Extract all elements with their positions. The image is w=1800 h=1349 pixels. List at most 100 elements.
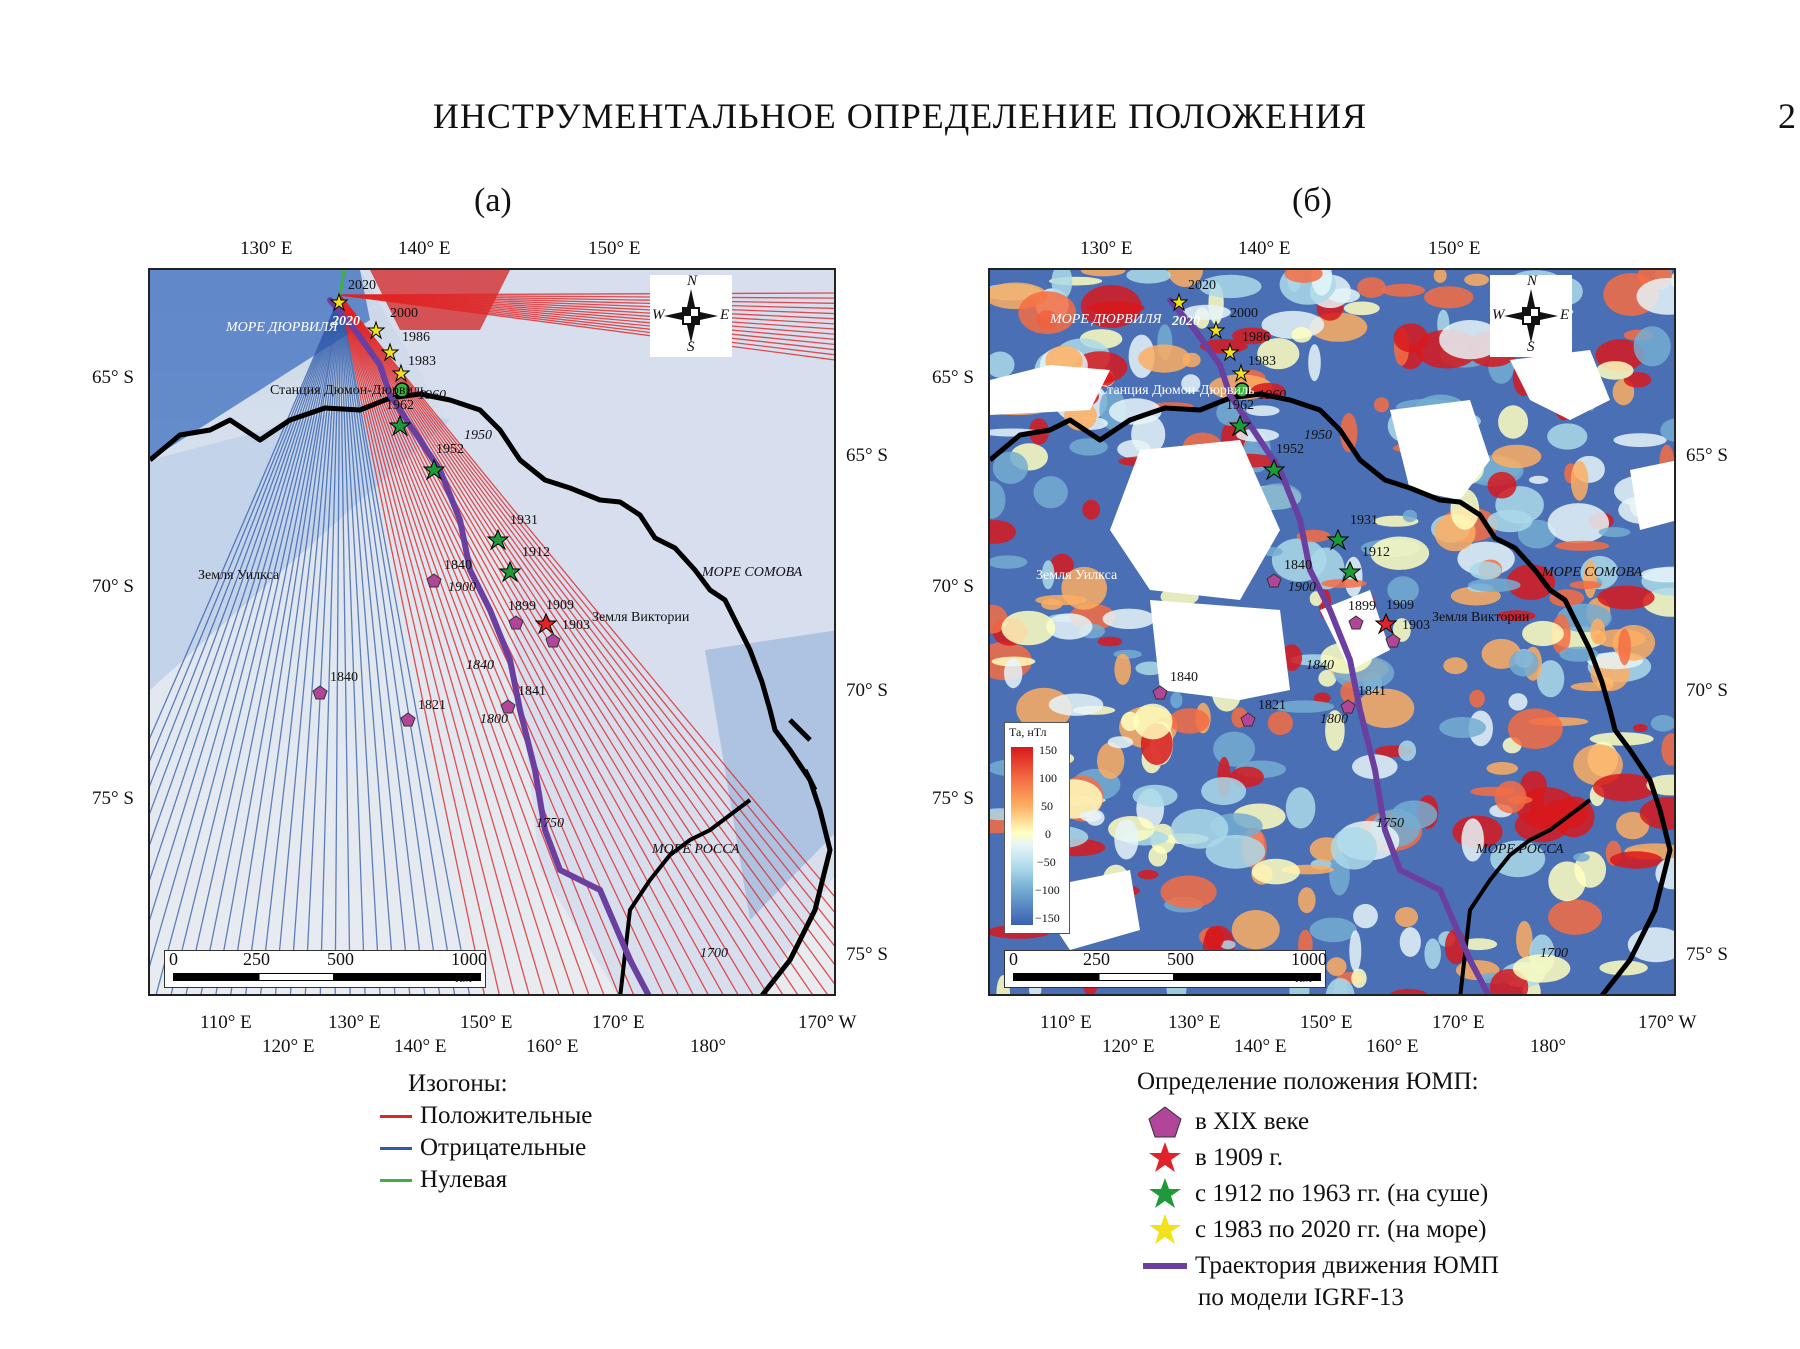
anomaly-patch bbox=[1650, 715, 1674, 732]
pole-trajectory bbox=[1167, 297, 1492, 994]
legend-item: в 1909 г. bbox=[1145, 1140, 1499, 1176]
anomaly-patch bbox=[1623, 372, 1652, 388]
label-station: Станция Дюмон-Дюрвиль bbox=[1098, 383, 1255, 398]
coastline bbox=[150, 391, 833, 994]
anomaly-patch bbox=[1393, 323, 1429, 353]
positive-isogon bbox=[339, 294, 834, 361]
anomaly-patch bbox=[1498, 405, 1529, 439]
positive-isogon bbox=[339, 294, 605, 994]
anomaly-patch bbox=[1598, 527, 1631, 538]
point-label: 1841 bbox=[1358, 684, 1386, 699]
scale-tick: 1000 bbox=[1291, 949, 1327, 969]
lon-tick-top: 130° E bbox=[1080, 238, 1133, 259]
anomaly-patch bbox=[1370, 536, 1430, 570]
anomaly-patch bbox=[1597, 585, 1655, 610]
anomaly-patch bbox=[1536, 660, 1565, 698]
lat-tick-right: 70° S bbox=[1686, 680, 1728, 701]
pole-position-legend: Определение положения ЮМП: в XIX веке в … bbox=[1137, 1068, 1499, 1312]
anomaly-patch bbox=[1508, 693, 1528, 711]
red-star-marker bbox=[1374, 612, 1398, 635]
anomaly-patch bbox=[1391, 800, 1438, 829]
point-label: 1750 bbox=[536, 816, 564, 831]
point-label: 1840 bbox=[1170, 670, 1198, 685]
anomaly-patch bbox=[1374, 397, 1389, 413]
anomaly-patch bbox=[1590, 618, 1606, 645]
trajectory-line-icon bbox=[1143, 1263, 1187, 1269]
scale-unit: КМ bbox=[455, 973, 473, 985]
positive-isogon bbox=[339, 292, 834, 296]
anomaly-patch bbox=[1046, 613, 1093, 640]
point-label: 1841 bbox=[518, 684, 546, 699]
anomaly-patch bbox=[1231, 910, 1280, 950]
point-label: 1950 bbox=[1304, 428, 1332, 443]
lat-tick-right: 75° S bbox=[846, 944, 888, 965]
isogon-map: N S W E 0 250 500 1000 КМ МОРЕ ДЮРВИЛЯ С… bbox=[148, 268, 836, 996]
anomaly-patch bbox=[1201, 777, 1247, 806]
point-label: 1960 bbox=[1258, 388, 1286, 403]
negative-isogon bbox=[304, 294, 341, 994]
anomaly-patch bbox=[990, 520, 1016, 544]
positive-isogon bbox=[339, 294, 834, 335]
point-label: 1821 bbox=[1258, 698, 1286, 713]
anomaly-patch bbox=[1402, 509, 1418, 523]
legend-swatch bbox=[380, 1114, 412, 1118]
anomaly-patch bbox=[1220, 940, 1236, 950]
legend-item: в XIX веке bbox=[1145, 1104, 1499, 1140]
anomaly-patch bbox=[1321, 579, 1367, 588]
anomaly-patch bbox=[1548, 861, 1586, 902]
negative-isogon bbox=[170, 294, 341, 994]
anomaly-patch bbox=[1613, 433, 1667, 447]
legend-label: Отрицательные bbox=[420, 1134, 587, 1161]
positive-isogon bbox=[339, 294, 834, 310]
anomaly-patch bbox=[1267, 711, 1293, 736]
legend-model-note: по модели IGRF-13 bbox=[1198, 1284, 1404, 1311]
compass-s: S bbox=[1527, 339, 1535, 355]
anomaly-patch bbox=[1102, 608, 1156, 629]
pentagon-icon bbox=[1148, 1106, 1182, 1138]
anomaly-patch bbox=[1313, 692, 1331, 704]
positive-isogon bbox=[339, 294, 769, 994]
point-label: 1931 bbox=[510, 513, 538, 528]
point-label: 1903 bbox=[562, 618, 590, 633]
label-sea-somov: МОРЕ СОМОВА bbox=[1542, 565, 1643, 580]
lat-tick-right: 65° S bbox=[1686, 445, 1728, 466]
legend-item: Положительные bbox=[380, 1102, 592, 1130]
compass-n: N bbox=[687, 273, 698, 289]
anomaly-patch bbox=[1138, 344, 1191, 373]
anomaly-patch bbox=[1357, 277, 1386, 298]
anomaly-patch bbox=[1464, 273, 1489, 286]
negative-isogon bbox=[155, 294, 341, 994]
label-sea-durvil: МОРЕ ДЮРВИЛЯ bbox=[1050, 312, 1162, 327]
anomaly-patch bbox=[1509, 649, 1539, 677]
positive-isogon bbox=[339, 294, 530, 994]
colorbar-title: Та, нТл bbox=[1009, 725, 1047, 739]
positive-isogon bbox=[339, 294, 813, 994]
lat-tick-left: 65° S bbox=[932, 367, 974, 388]
point-label: 1700 bbox=[1540, 946, 1568, 961]
anomaly-patch bbox=[1433, 270, 1447, 283]
anomaly-patch bbox=[1387, 576, 1419, 604]
label-wilkes: Земля Уилкса bbox=[1036, 568, 1118, 583]
anomaly-patch bbox=[1349, 930, 1362, 972]
lon-tick-top: 130° E bbox=[240, 238, 293, 259]
anomaly-patch bbox=[1107, 736, 1134, 749]
legend-title: Определение положения ЮМП: bbox=[1137, 1068, 1479, 1095]
point-label: 1899 bbox=[1348, 599, 1376, 614]
anomaly-patch bbox=[1246, 405, 1280, 416]
lon-tick-bottom: 110° E bbox=[200, 1012, 252, 1033]
yellow-star-markers bbox=[329, 292, 411, 383]
anomaly-patch bbox=[990, 351, 1015, 378]
negative-isogon bbox=[150, 294, 341, 881]
scale-tick: 1000 bbox=[451, 949, 487, 969]
lat-tick-right: 65° S bbox=[846, 445, 888, 466]
panel-b-label: (б) bbox=[1292, 182, 1332, 219]
colorbar-tick: −150 bbox=[1035, 911, 1060, 925]
pentagon-markers bbox=[1152, 573, 1401, 727]
anomaly-patch bbox=[1273, 700, 1335, 713]
anomaly-patch bbox=[1491, 444, 1542, 469]
anomaly-patch bbox=[1309, 312, 1368, 342]
anomaly-patch bbox=[1205, 834, 1266, 869]
point-label: 1900 bbox=[448, 580, 476, 595]
yellow-star-icon bbox=[1149, 1214, 1181, 1244]
negative-isogon bbox=[339, 294, 411, 994]
